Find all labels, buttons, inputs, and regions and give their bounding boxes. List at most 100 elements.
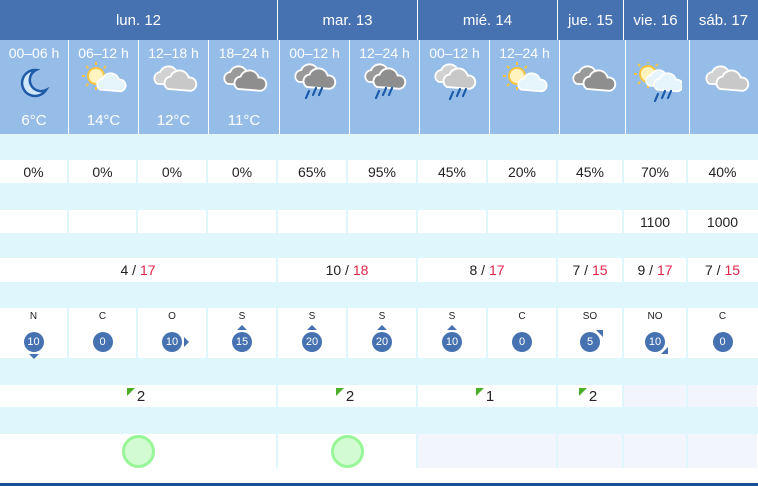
snow-level: [69, 210, 136, 233]
precipitation-probability: 95%: [348, 160, 416, 183]
wind-speed-badge: 20: [302, 325, 322, 352]
period-cell: [560, 40, 625, 134]
snow-level: 1000: [688, 210, 757, 233]
temperature-min: 8: [469, 262, 478, 278]
wind-speed: 10: [445, 336, 459, 348]
temperature-separator: /: [580, 262, 592, 278]
cloud-heavy-rain-icon: [291, 62, 339, 109]
row-spacer: [0, 134, 758, 160]
row-spacer: [0, 282, 758, 308]
period-label: 00–06 h: [8, 45, 60, 61]
wind-direction: O: [168, 311, 176, 322]
row-spacer: [0, 183, 758, 210]
wind-speed: 10: [27, 336, 40, 348]
air-quality-cell: [558, 434, 622, 468]
wind-speed: 0: [719, 336, 726, 348]
uv-value: 2: [345, 387, 355, 405]
sun-cloud-icon: [80, 62, 128, 109]
wind-direction: S: [448, 311, 456, 322]
period-temperature: 12°C: [156, 112, 191, 129]
wind-direction: C: [518, 311, 526, 322]
cloud-light-icon: [150, 62, 198, 109]
period-label: 06–12 h: [78, 45, 129, 61]
temperature-separator: /: [712, 262, 725, 278]
precipitation-probability: 40%: [688, 160, 757, 183]
wind-speed-badge: 5: [580, 330, 603, 352]
wind-speed-badge: 10: [442, 325, 462, 352]
wind-cell: NO 10: [624, 308, 686, 358]
period-cell: 12–18 h 12°C: [139, 40, 208, 134]
cloud-heavy-rain-icon: [361, 62, 409, 109]
air-quality-cell: [278, 434, 416, 468]
wind-arrow-icon: [596, 330, 603, 337]
snow-level: [348, 210, 416, 233]
uv-index-cell: [624, 385, 686, 407]
snow-level: [488, 210, 556, 233]
temperature-separator: /: [477, 262, 489, 278]
wind-cell: S 15: [208, 308, 276, 358]
wind-cell: S 20: [278, 308, 346, 358]
wind-arrow-icon: [28, 354, 39, 359]
snow-level: [208, 210, 276, 233]
uv-index-cell: 2: [0, 385, 276, 407]
day-header: lun. 12: [0, 0, 277, 40]
temperature-min: 7: [572, 262, 581, 278]
uv-index: 1: [475, 387, 494, 405]
temperature-min-max: 9 / 17: [624, 258, 686, 282]
wind-speed-badge: 0: [512, 332, 532, 352]
wind-arrow-icon: [237, 325, 247, 330]
uv-marker-icon: [578, 387, 587, 396]
uv-index: 2: [126, 387, 146, 405]
wind-speed: 15: [235, 336, 249, 348]
day-header-row: lun. 12 mar. 13 mié. 14 jue. 15 vie. 16 …: [0, 0, 758, 40]
wind-arrow-icon: [307, 325, 317, 330]
temperature-min: 9: [637, 262, 646, 278]
precipitation-probability: 0%: [69, 160, 136, 183]
air-quality-cell: [624, 434, 686, 468]
wind-arrow-icon: [447, 325, 457, 330]
wind-speed: 20: [375, 336, 389, 348]
air-quality-good-icon: [330, 434, 364, 468]
temperature-separator: /: [128, 262, 140, 278]
period-cell: 00–12 h: [280, 40, 349, 134]
temperature-min-max: 8 / 17: [418, 258, 556, 282]
air-quality-row: [0, 434, 757, 468]
snow-level: 1100: [624, 210, 686, 233]
row-spacer: [0, 407, 758, 434]
temperature-min-max: 10 / 18: [278, 258, 416, 282]
cloud-light-icon: [702, 62, 750, 109]
wind-speed: 0: [518, 336, 526, 348]
wind-speed: 0: [99, 336, 106, 348]
snow-level: [278, 210, 346, 233]
air-quality-cell: [0, 434, 276, 468]
uv-index: 2: [335, 387, 355, 405]
precipitation-probability: 0%: [0, 160, 67, 183]
cloud-dark-icon: [220, 62, 268, 109]
uv-marker-icon: [126, 387, 135, 396]
snow-level: [0, 210, 67, 233]
period-cell: 12–24 h: [490, 40, 559, 134]
row-spacer: [0, 233, 758, 258]
precipitation-probability: 20%: [488, 160, 556, 183]
wind-speed: 20: [305, 336, 319, 348]
wind-row: N 10 C 0 O 10 S 15 S 20 S 20 S 10 C 0 SO 5 NO 10 C 0: [0, 308, 757, 359]
air-quality-cell: [418, 434, 556, 468]
period-cell: 12–24 h: [350, 40, 419, 134]
temperature-min-max: 7 / 15: [558, 258, 622, 282]
snow-level: [558, 210, 622, 233]
air-quality-cell: [688, 434, 757, 468]
day-header: jue. 15: [558, 0, 623, 40]
uv-value: 2: [136, 387, 146, 405]
temperature-separator: /: [341, 262, 353, 278]
wind-speed-badge: 0: [712, 332, 733, 352]
period-label: 00–12 h: [429, 45, 480, 61]
wind-speed-badge: 0: [92, 332, 113, 352]
precipitation-probability: 0%: [138, 160, 206, 183]
day-header: mié. 14: [418, 0, 557, 40]
uv-marker-icon: [475, 387, 484, 396]
snow-level: [418, 210, 486, 233]
temperature-min-max: 7 / 15: [688, 258, 757, 282]
temperature-separator: /: [645, 262, 657, 278]
